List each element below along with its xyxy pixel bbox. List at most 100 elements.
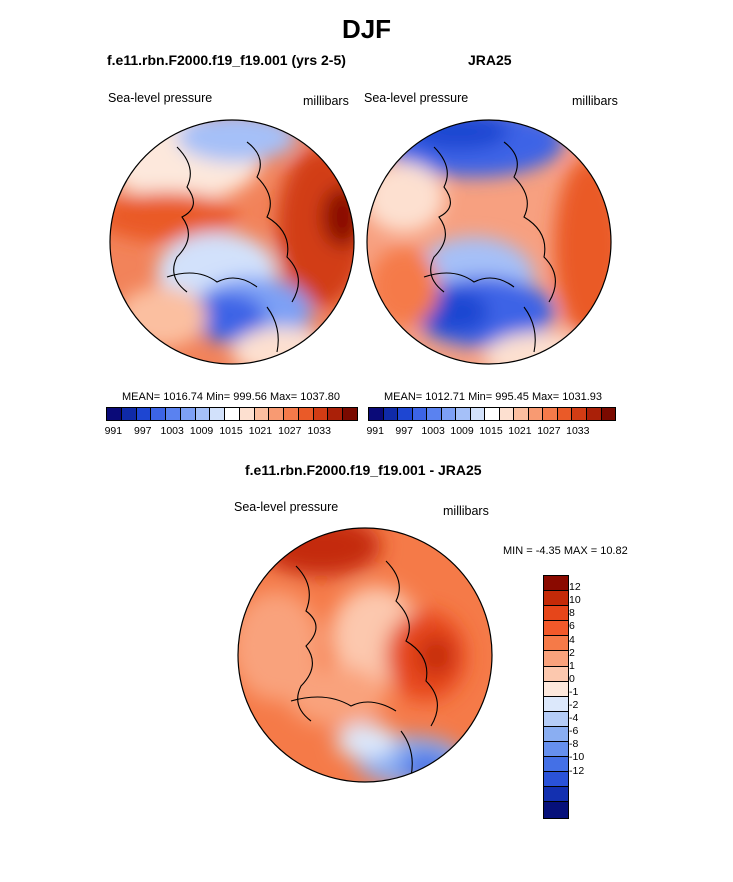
reanalysis-colorbar-tick-label: 991 [366,425,384,437]
model-colorbar-color-box [136,408,152,420]
model-colorbar-color-box [166,408,181,420]
difference-color-box [544,606,568,622]
reanalysis-variable-label: Sea-level pressure [364,91,469,105]
difference-tick-label: 2 [569,646,575,659]
difference-color-box [544,666,568,682]
model-colorbar-color-box [121,408,137,420]
model-units-label: millibars [303,94,349,108]
difference-color-box [544,681,568,697]
difference-color-box [544,726,568,743]
difference-colorbar-ticks: 12 10 8 6 4 2 1 0 -1 -2 -4 -6 -8 -10 -12 [569,575,609,785]
difference-variable-label: Sea-level pressure [234,500,339,514]
difference-color-box [544,696,568,712]
model-colorbar-color-box [343,408,358,420]
difference-color-box [544,787,568,803]
model-colorbar-color-box [225,408,240,420]
reanalysis-colorbar-color-box [398,408,413,420]
model-colorbar-color-box [284,408,299,420]
reanalysis-units-label: millibars [572,94,618,108]
model-colorbar-tick-label: 1015 [219,425,243,437]
reanalysis-colorbar-tick-label: 1021 [508,425,532,437]
model-colorbar-tick-label: 1003 [160,425,184,437]
reanalysis-colorbar-ticks: 991 997 1003 1009 1015 1021 1027 1033 [366,425,614,439]
reanalysis-colorbar [368,407,616,421]
model-colorbar-color-box [254,408,270,420]
reanalysis-colorbar-color-box [499,408,515,420]
model-colorbar-color-box [328,408,344,420]
model-colorbar-color-box [151,408,167,420]
model-panel-title: f.e11.rbn.F2000.f19_f19.001 (yrs 2-5) [107,52,346,68]
model-colorbar-ticks: 991 997 1003 1009 1015 1021 1027 1033 [104,425,356,439]
reanalysis-colorbar-color-box [572,408,587,420]
reanalysis-stats: MEAN= 1012.71 Min= 995.45 Max= 1031.93 [384,391,603,403]
model-colorbar-tick-label: 1009 [189,425,214,437]
difference-colorbar [543,575,569,819]
reanalysis-colorbar-tick-label: 997 [395,425,413,437]
model-stats: MEAN= 1016.74 Min= 999.56 Max= 1037.80 [122,391,341,403]
difference-color-box [544,711,568,727]
difference-color-box [544,802,568,818]
difference-slp-map [237,527,493,783]
difference-tick-label: 6 [569,620,575,633]
model-colorbar-color-box [269,408,285,420]
difference-color-box [544,772,568,788]
difference-minmax: MIN = -4.35 MAX = 10.82 [503,545,628,557]
model-colorbar-tick-label: 1027 [278,425,302,437]
reanalysis-colorbar-tick-label: 1015 [479,425,503,437]
reanalysis-colorbar-color-box [586,408,602,420]
difference-tick-label: -4 [569,712,579,725]
difference-tick-label: -1 [569,685,579,698]
reanalysis-colorbar-color-box [601,408,616,420]
difference-units-label: millibars [443,504,489,518]
model-colorbar-tick-label: 997 [133,425,152,437]
difference-tick-label: -6 [569,725,579,738]
difference-color-box [544,636,568,652]
difference-color-box [544,742,568,758]
difference-tick-label: 10 [569,594,581,607]
difference-tick-label: -2 [569,699,579,711]
model-colorbar-color-box [195,408,211,420]
model-colorbar-color-box [107,408,122,420]
difference-tick-label: -12 [569,764,585,777]
difference-tick-label: -8 [569,738,579,751]
reanalysis-colorbar-color-box [514,408,529,420]
reanalysis-colorbar-color-box [470,408,486,420]
model-variable-label: Sea-level pressure [108,91,213,105]
reanalysis-colorbar-color-box [456,408,471,420]
reanalysis-colorbar-color-box [383,408,399,420]
reanalysis-panel-title: JRA25 [468,52,512,68]
difference-tick-label: 8 [569,607,575,620]
reanalysis-colorbar-tick-label: 1003 [421,425,445,437]
model-slp-map [109,119,355,365]
reanalysis-colorbar-color-box [441,408,457,420]
reanalysis-colorbar-tick-label: 1033 [566,425,590,437]
reanalysis-colorbar-color-box [557,408,573,420]
difference-color-box [544,651,568,667]
model-colorbar-tick-label: 1021 [248,425,273,437]
reanalysis-colorbar-color-box [485,408,500,420]
difference-tick-label: 4 [569,633,575,646]
model-colorbar-color-box [210,408,226,420]
model-colorbar-color-box [298,408,314,420]
reanalysis-colorbar-color-box [412,408,428,420]
model-colorbar-color-box [239,408,255,420]
difference-color-box [544,591,568,607]
reanalysis-colorbar-color-box [369,408,384,420]
model-colorbar-tick-label: 1033 [307,425,331,437]
difference-color-box [544,576,568,592]
reanalysis-colorbar-tick-label: 1009 [450,425,474,437]
reanalysis-colorbar-color-box [427,408,442,420]
difference-color-box [544,757,568,773]
reanalysis-colorbar-tick-label: 1027 [537,425,561,437]
difference-tick-label: 1 [569,659,575,672]
difference-tick-label: 0 [569,672,575,685]
model-colorbar-color-box [180,408,196,420]
reanalysis-colorbar-color-box [528,408,544,420]
model-colorbar-tick-label: 991 [104,425,123,437]
page-title: DJF [341,14,392,44]
model-colorbar [106,407,358,421]
difference-tick-label: 12 [569,581,581,594]
difference-panel-title: f.e11.rbn.F2000.f19_f19.001 - JRA25 [245,462,482,478]
difference-tick-label: -10 [569,751,585,764]
reanalysis-colorbar-color-box [543,408,558,420]
